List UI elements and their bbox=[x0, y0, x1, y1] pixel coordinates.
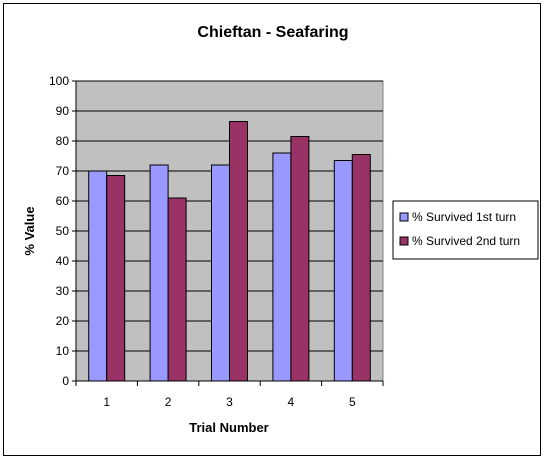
bar-chart: Chieftan - Seafaring 0 10 20 30 40 50 60 70 80 90… bbox=[22, 24, 539, 435]
legend-label-1st-turn: % Survived 1st turn bbox=[412, 210, 516, 224]
y-tick-labels: 0 10 20 30 40 50 60 70 80 90 100 bbox=[49, 74, 69, 388]
chart-frame: Chieftan - Seafaring 0 10 20 30 40 50 60 70 80 90… bbox=[3, 3, 541, 456]
gridlines bbox=[76, 80, 383, 352]
y-tick-label: 100 bbox=[49, 74, 69, 88]
bars bbox=[88, 121, 371, 382]
y-tick-label: 10 bbox=[56, 344, 70, 358]
y-tick-label: 70 bbox=[56, 164, 70, 178]
y-tick-label: 40 bbox=[56, 254, 70, 268]
axes bbox=[72, 80, 384, 386]
bar-series-1-trial-2 bbox=[149, 164, 169, 382]
bar-series-2-trial-1 bbox=[106, 175, 126, 382]
x-tick-label: 1 bbox=[103, 395, 110, 409]
x-axis-label: Trial Number bbox=[189, 420, 268, 435]
y-tick-label: 80 bbox=[56, 134, 70, 148]
chart-title: Chieftan - Seafaring bbox=[197, 24, 348, 41]
bar-series-2-trial-4 bbox=[290, 136, 310, 382]
bar-series-1-trial-5 bbox=[333, 160, 353, 382]
x-tick-label: 3 bbox=[226, 395, 233, 409]
bar-series-1-trial-3 bbox=[211, 164, 230, 382]
legend-swatch-2nd-turn bbox=[399, 236, 409, 246]
y-tick-label: 20 bbox=[56, 314, 70, 328]
y-tick-label: 60 bbox=[56, 194, 70, 208]
y-tick-label: 50 bbox=[56, 224, 70, 238]
x-tick-label: 5 bbox=[349, 395, 356, 409]
legend: % Survived 1st turn % Survived 2nd turn bbox=[392, 200, 539, 260]
bar-series-2-trial-5 bbox=[351, 154, 371, 382]
bar-series-1-trial-4 bbox=[272, 152, 292, 382]
bar-series-2-trial-3 bbox=[229, 121, 248, 382]
y-axis-label: % Value bbox=[22, 206, 37, 255]
legend-box bbox=[392, 200, 539, 260]
bar-series-2-trial-2 bbox=[167, 197, 187, 382]
x-tick-label: 4 bbox=[288, 395, 295, 409]
y-tick-label: 30 bbox=[56, 284, 70, 298]
bar-series-1-trial-1 bbox=[88, 170, 108, 382]
legend-label-2nd-turn: % Survived 2nd turn bbox=[412, 234, 520, 248]
y-tick-label: 0 bbox=[62, 374, 69, 388]
y-tick-label: 90 bbox=[56, 104, 70, 118]
legend-swatch-1st-turn bbox=[399, 212, 409, 222]
x-tick-labels: 1 2 3 4 5 bbox=[103, 395, 356, 409]
x-tick-label: 2 bbox=[165, 395, 172, 409]
